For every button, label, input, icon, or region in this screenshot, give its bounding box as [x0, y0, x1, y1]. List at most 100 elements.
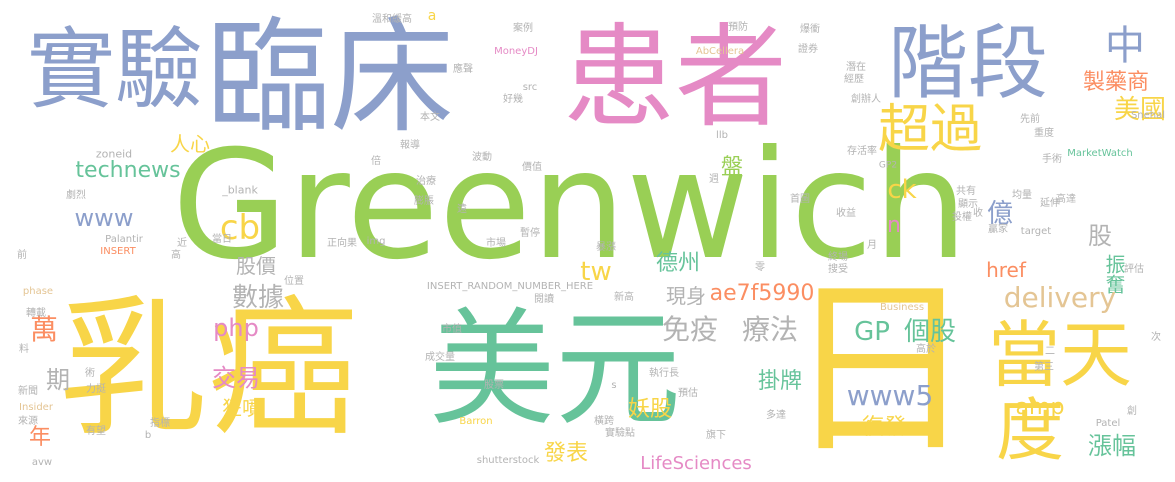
word-tiny-65: 有望: [86, 426, 106, 437]
word-phase: phase: [22, 286, 54, 297]
word-tiny-39: 正向果: [327, 238, 357, 249]
word-target: target: [1020, 226, 1052, 237]
word-abcellera: AbCellera: [695, 46, 745, 57]
word-tiny-11: 先前: [1020, 114, 1040, 125]
word-tiny-59: 指標: [150, 418, 170, 429]
word-tiny-36: 當日: [212, 234, 232, 245]
word-gua-pai: 掛牌: [757, 369, 803, 394]
word-tiny-67: 第三: [1034, 362, 1054, 373]
word-insider: Insider: [19, 402, 53, 413]
word-tiny-48: 閱讀: [534, 294, 554, 305]
word-tiny-49: 新高: [614, 292, 634, 303]
word-ck: ck: [887, 175, 917, 205]
word-barron: Barron: [459, 416, 493, 427]
word-gp2: GP2: [878, 160, 898, 171]
word-du: 度: [995, 392, 1065, 471]
word-lin-chuang: 臨床: [205, 6, 455, 150]
word-fa-biao: 發表: [543, 441, 589, 466]
word-tiny-42: 搜受: [828, 264, 848, 275]
word-tiny-35: 市場: [486, 238, 506, 249]
word-avw: avw: [31, 457, 53, 468]
word-tw: tw: [580, 257, 612, 287]
word-tiny-51: 市值: [442, 324, 462, 335]
word-mei-guo: 美國: [1113, 95, 1167, 125]
word-tiny-40: 月: [867, 240, 877, 251]
word-tiny-56: 股票: [484, 380, 504, 391]
word-tiny-18: 治療: [416, 176, 436, 187]
word-yao-gu: 妖股: [627, 397, 673, 422]
word-jie-duan: 階段: [888, 17, 1048, 110]
word-marketwatch: MarketWatch: [1067, 148, 1133, 159]
word-tiny-68: 次: [1151, 332, 1161, 343]
word-ri: 日: [784, 259, 976, 480]
word-business: Business: [879, 302, 925, 313]
word-blank: _blank: [222, 183, 258, 197]
word-gp: GP: [854, 317, 890, 347]
word-tiny-19: 波動: [472, 152, 492, 163]
word-tiny-37: 近: [177, 238, 187, 249]
word-tiny-27: 延伸: [1040, 198, 1060, 209]
word-tiny-28: 收益: [836, 208, 856, 219]
word-tiny-47: 轉載: [26, 308, 46, 319]
word-yi: 億: [986, 199, 1014, 229]
word-tiny-44: 零: [755, 262, 765, 273]
word-ge-gu: 個股: [903, 317, 957, 347]
word-amp: amp: [1015, 395, 1065, 420]
word-tiny-12: 重度: [1034, 128, 1054, 139]
word-tiny-63: 旗下: [706, 430, 726, 441]
word-tiny-64: 來源: [18, 416, 38, 427]
word-tiny-14: 存活率: [847, 146, 877, 157]
word-tiny-26: 高達: [1056, 194, 1076, 205]
word-img: img: [366, 236, 386, 247]
word-tiny-2: 案例: [513, 23, 533, 34]
word-chao-guo: 超過: [877, 100, 983, 160]
word-s: s: [611, 380, 617, 391]
word-tiny-54: 術: [85, 368, 95, 379]
word-gu-jia: 股價: [236, 254, 276, 278]
word-tiny-1: 溫和緩高: [372, 14, 412, 25]
word-tiny-53: 新聞: [18, 386, 38, 397]
word-src: src: [522, 82, 538, 93]
word-tiny-5: 證券: [798, 44, 818, 55]
word-tiny-25: 顯示: [958, 199, 978, 210]
word-tiny-62: 多達: [766, 410, 786, 421]
word-tiny-61: 實驗點: [605, 428, 635, 439]
word-snehal: Snehal: [1130, 110, 1166, 121]
word-wan: 萬: [29, 313, 59, 346]
word-www5: www5: [846, 379, 934, 412]
word-tiny-32: 遠: [457, 204, 467, 215]
word-shi-yan: 實驗: [26, 18, 204, 121]
word-mian-yi: 免疫: [661, 313, 719, 346]
word-tiny-60: 橫跨: [594, 416, 614, 427]
word-tiny-72: 二: [1045, 346, 1055, 357]
word-tiny-17: 倍: [371, 156, 381, 167]
word-mei-yuan: 美元: [429, 296, 681, 443]
word-greenwich: Greenwich: [171, 119, 969, 293]
word-tiny-33: 暫停: [520, 228, 540, 239]
word-tiny-45: 前: [17, 250, 27, 261]
word-cb: cb: [219, 208, 261, 248]
word-a: a: [427, 8, 437, 24]
word-tiny-23: 均量: [1012, 190, 1032, 201]
word-tiny-4: 爆衝: [800, 24, 820, 35]
word-kuang-pen: 狂噴: [222, 396, 262, 420]
word-technews: technews: [75, 158, 181, 183]
word-tiny-29: 贏家: [988, 224, 1008, 235]
word-tiny-71: 投權: [952, 212, 972, 223]
word-nian: 年: [28, 425, 52, 450]
word-tiny-70: 收: [973, 208, 983, 219]
word-tiny-52: 成交量: [425, 352, 455, 363]
word-insert-random-number-here: INSERT_RANDOM_NUMBER_HERE: [426, 281, 594, 292]
word-tiny-41: 終場: [828, 252, 848, 263]
word-jiao-yi: 交易: [212, 364, 260, 392]
word-ren-xin: 人心: [170, 132, 210, 156]
word-fu-fa: 復發: [861, 415, 907, 440]
word-gu: 股: [1088, 222, 1112, 250]
word-n: n: [887, 213, 901, 238]
word-tiny-21: 週: [709, 174, 719, 185]
word-tiny-50: 料: [19, 344, 29, 355]
word-tiny-9: 好幾: [503, 94, 523, 105]
word-tiny-38: 高: [171, 250, 181, 261]
word-href: href: [986, 258, 1026, 282]
